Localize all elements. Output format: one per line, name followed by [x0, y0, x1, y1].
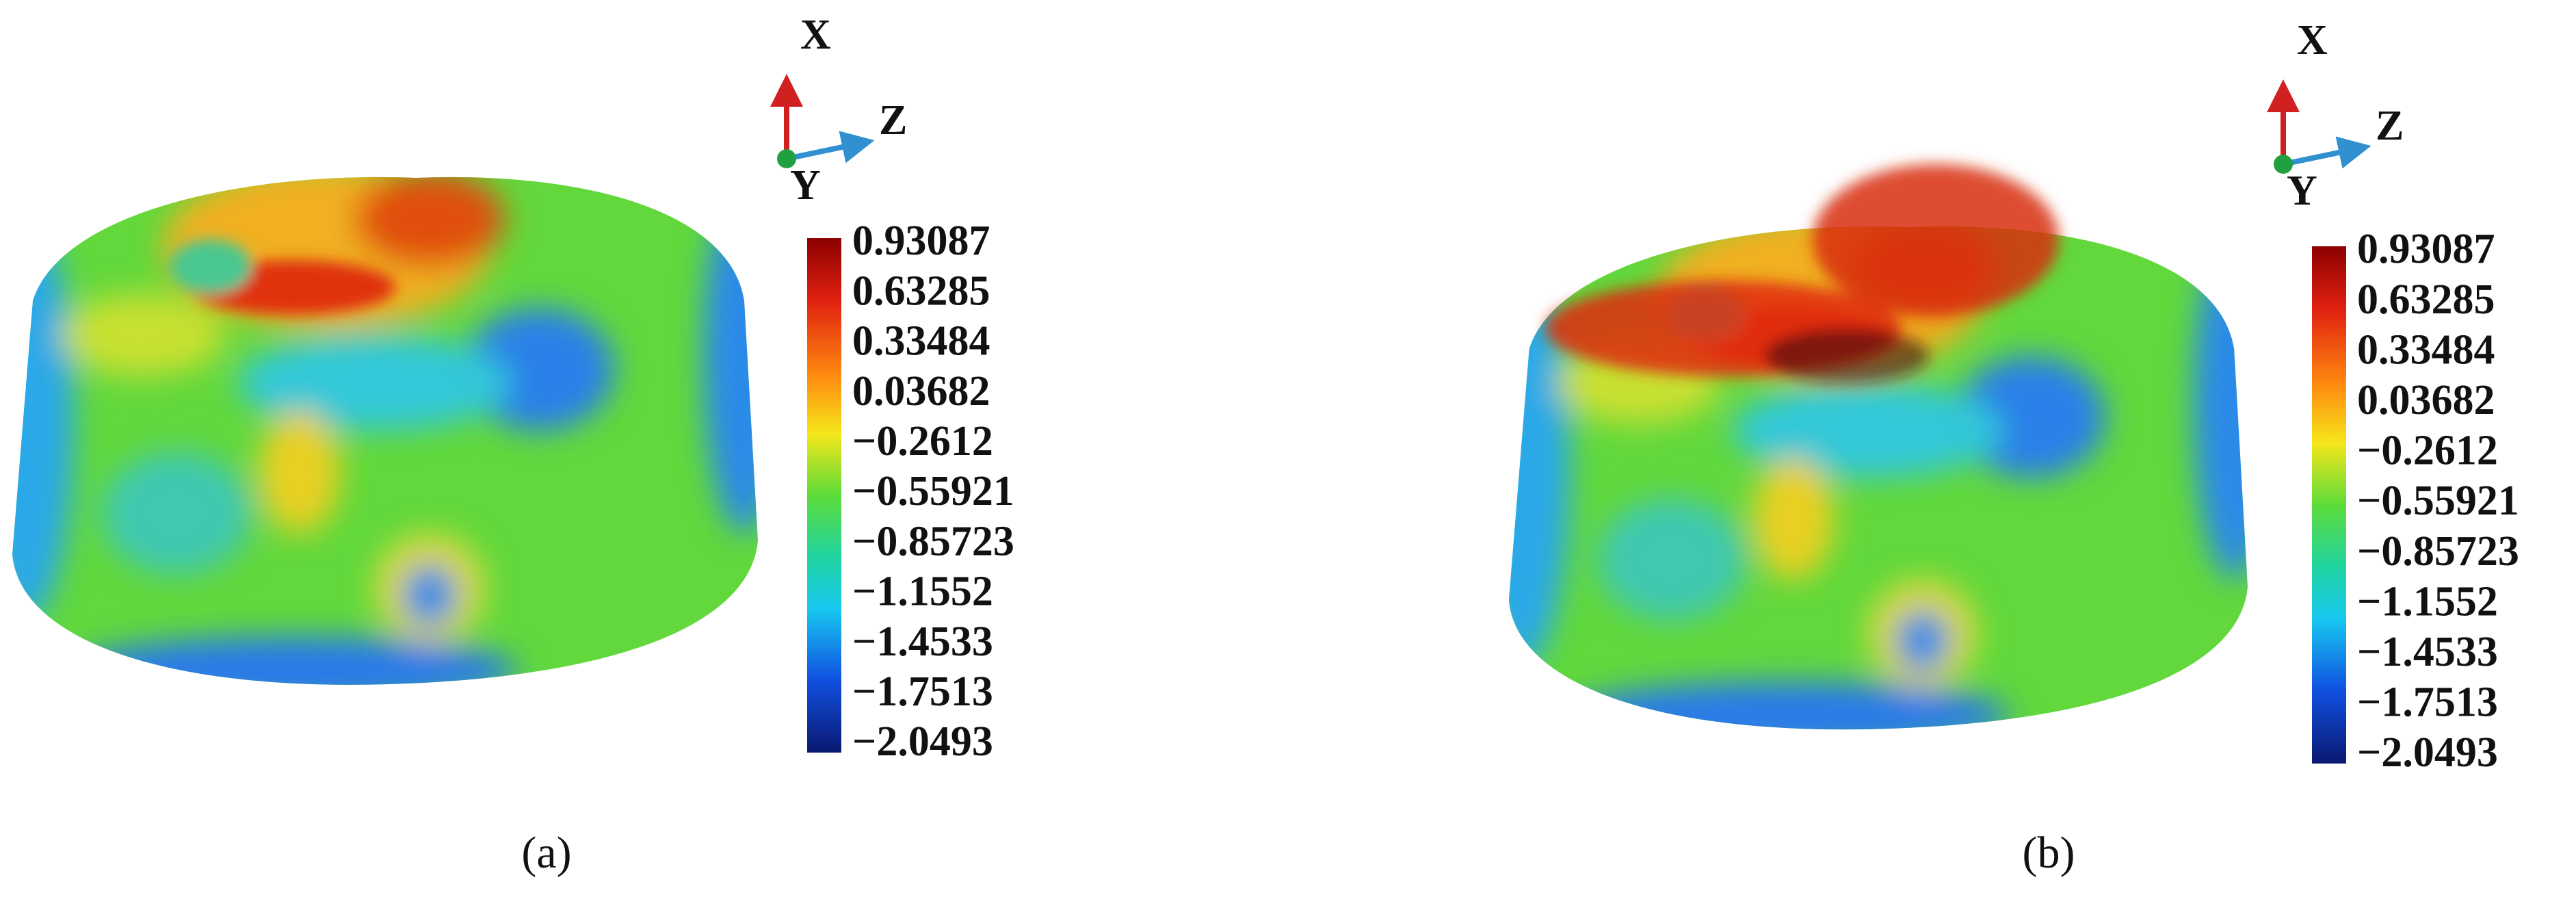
colorbar-label: −1.4533	[852, 618, 993, 665]
colorbar-label: −2.0493	[852, 718, 993, 765]
point-cloud	[0, 130, 785, 705]
colorbar	[2312, 246, 2346, 764]
colorbar-label: 0.93087	[2357, 226, 2495, 272]
axis-label: X	[2297, 17, 2328, 64]
colorbar-label: −0.85723	[2357, 528, 2519, 575]
colorbar-label: 0.63285	[852, 268, 990, 314]
axis-label: Z	[879, 97, 907, 144]
colorbar-label: −0.85723	[852, 518, 1014, 564]
colorbar-label: −1.1552	[852, 569, 993, 615]
colorbar	[807, 238, 841, 753]
colorbar-label: −1.4533	[2357, 629, 2498, 675]
axis-label: X	[800, 12, 831, 58]
colorbar-label: −0.55921	[852, 468, 1014, 514]
axis-arrow	[786, 131, 875, 164]
axis-origin	[777, 149, 796, 168]
axis-arrow	[2283, 136, 2371, 169]
colorbar-label: −0.55921	[2357, 478, 2519, 524]
colorbar-label: 0.03682	[852, 368, 990, 415]
caption: (a)	[521, 828, 571, 878]
axis-label: Y	[2287, 168, 2317, 214]
colorbar-label: −1.7513	[852, 668, 993, 715]
colorbar-label: 0.03682	[2357, 377, 2495, 424]
colorbar-label: −1.7513	[2357, 679, 2498, 726]
colorbar-label: −0.2612	[852, 418, 993, 465]
colorbar-label: 0.93087	[852, 218, 990, 264]
colorbar-label: −2.0493	[2357, 729, 2498, 776]
axis-origin	[2274, 155, 2293, 174]
axis-label: Y	[790, 162, 821, 209]
colorbar-label: −1.1552	[2357, 578, 2498, 625]
colorbar-label: 0.33484	[852, 318, 990, 365]
colorbar-label: 0.33484	[2357, 326, 2495, 373]
point-cloud	[1475, 164, 2274, 749]
caption: (b)	[2023, 828, 2075, 878]
colorbar-label: −0.2612	[2357, 428, 2498, 474]
colorbar-label: 0.63285	[2357, 276, 2495, 323]
axis-label: Z	[2376, 103, 2404, 149]
